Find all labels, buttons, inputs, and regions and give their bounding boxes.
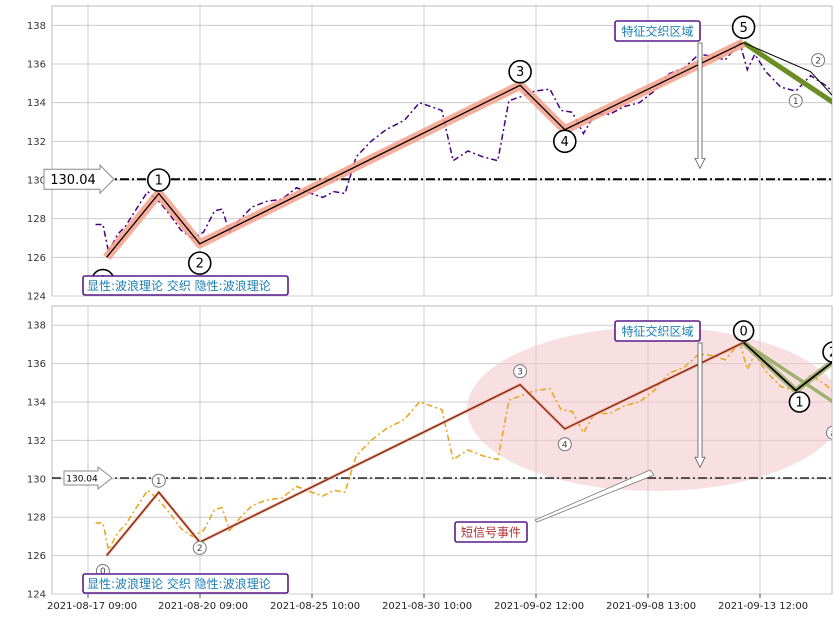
wave-label-text: 1 (156, 477, 162, 487)
x-tick-label: 2021-08-30 10:00 (382, 601, 472, 612)
lower-panel: 12412612813013213413613801234abc.2012345… (27, 306, 839, 601)
x-tick-label: 2021-09-13 12:00 (718, 601, 808, 612)
indicator-box-text: 显性:波浪理论 交织 隐性:波浪理论 (87, 278, 271, 293)
wave-label-text: 4 (562, 440, 568, 450)
x-tick-label: 2021-08-17 09:00 (47, 601, 137, 612)
y-tick-label: 132 (27, 137, 46, 148)
zone-label-text: 特征交织区域 (621, 324, 693, 339)
y-tick-label: 138 (27, 321, 46, 332)
wave-label-text: 4 (561, 135, 569, 150)
wave-label-text: 2 (815, 56, 821, 66)
level-label-text: 130.04 (66, 475, 98, 485)
wave-label-text: 1 (793, 97, 799, 107)
y-tick-label: 136 (27, 359, 46, 370)
y-tick-label: 132 (27, 436, 46, 447)
y-tick-label: 138 (27, 21, 46, 32)
wave-label-text: a (830, 429, 836, 439)
signal-zone-ellipse (467, 327, 839, 491)
x-axis: 2021-08-17 09:00 2021-08-20 09:00 2021-08-… (47, 594, 808, 612)
wave-label-text: 1 (155, 174, 163, 189)
event-label-text: 短信号事件 (461, 526, 521, 540)
y-tick-label: 136 (27, 60, 46, 71)
x-tick-label: 2021-09-02 12:00 (494, 601, 584, 612)
x-tick-label: 2021-08-20 09:00 (158, 601, 248, 612)
y-tick-label: 134 (27, 98, 46, 109)
zone-label-text: 特征交织区域 (621, 24, 693, 39)
y-tick-label: 124 (27, 590, 46, 601)
plot-frame (52, 6, 832, 296)
wave-label-text: 1 (795, 396, 803, 411)
wave-label-text: 2 (829, 346, 837, 361)
wave-label-text: 3 (516, 65, 524, 80)
wave-label-text: 0 (739, 324, 747, 339)
y-tick-label: 126 (27, 253, 46, 264)
upper-panel: 124126128130132134136138012345abcc.21234… (27, 6, 839, 303)
wave-label-text: 2 (196, 257, 204, 272)
level-label-text: 130.04 (50, 173, 96, 188)
x-tick-label: 2021-09-08 13:00 (606, 601, 696, 612)
y-tick-label: 130 (27, 474, 46, 485)
y-tick-label: 130 (27, 176, 46, 187)
indicator-box-text: 显性:波浪理论 交织 隐性:波浪理论 (87, 576, 271, 591)
y-tick-label: 124 (27, 292, 46, 303)
y-tick-label: 128 (27, 214, 46, 225)
y-tick-label: 134 (27, 398, 46, 409)
x-tick-label: 2021-08-25 10:00 (270, 601, 360, 612)
wave-label-circle (833, 119, 839, 141)
wave-label-circle (827, 426, 839, 439)
y-tick-label: 126 (27, 551, 46, 562)
wave-label-text: 5 (739, 21, 747, 36)
wave-label-text: 2 (197, 544, 203, 554)
y-tick-label: 128 (27, 513, 46, 524)
wave-label-text: 3 (517, 367, 523, 377)
